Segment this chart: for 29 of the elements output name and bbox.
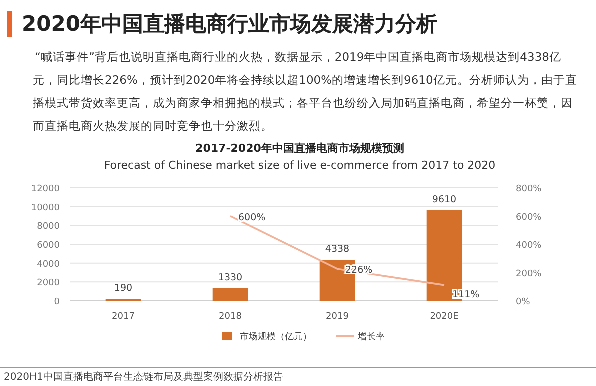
y-tick-label: 4000 bbox=[37, 260, 60, 270]
legend-label: 增长率 bbox=[357, 332, 385, 342]
legend-label: 市场规模（亿元） bbox=[240, 332, 312, 342]
data-label: 1330 bbox=[218, 272, 243, 284]
y2-tick-label: 200% bbox=[516, 269, 542, 280]
chart-title: 2020年中国直播电商行业市场发展潜力分析 bbox=[22, 11, 438, 38]
y2-tick-label: 600% bbox=[516, 212, 542, 223]
data-label: 9610 bbox=[432, 194, 457, 206]
data-label: 600% bbox=[238, 212, 266, 224]
y-tick-label: 12000 bbox=[31, 184, 60, 194]
y2-tick-label: 0% bbox=[516, 298, 531, 308]
y-tick-label: 2000 bbox=[37, 278, 60, 289]
y-tick-label: 10000 bbox=[31, 203, 60, 214]
x-tick-label: 2017 bbox=[112, 312, 135, 322]
data-label: 4338 bbox=[325, 244, 350, 256]
y2-tick-label: 400% bbox=[516, 241, 542, 251]
data-label: 190 bbox=[114, 283, 133, 294]
x-tick-label: 2018 bbox=[219, 312, 242, 322]
x-tick-label: 2020E bbox=[430, 312, 460, 322]
x-tick-label: 2019 bbox=[326, 312, 350, 322]
y-tick-label: 6000 bbox=[37, 241, 60, 251]
text: 2017-2020年中国直播电商市场规模预测 bbox=[196, 142, 404, 155]
text: 2020H1中国直播电商平台生态链布局及典型案例数据分析报告 bbox=[4, 370, 284, 384]
chart-subtitle: “喊话事件”背后也说明直播电商行业的火热，数据显示，2019年中国直播电商市场规模达到4338亿元，同比增长226%，预计到2020年将会持续以超100%的增速增长到9610亿元。分析师认为，由于直播模式带货效率更高，成为商家争相拥抱的模式；各平台也纷纷入局加码直播电商，希望分一杯羹，因而直播电商火热发展的同时竞争也十分激烈。 bbox=[33, 49, 578, 135]
bar bbox=[212, 288, 248, 301]
y2-tick-label: 800% bbox=[516, 184, 542, 194]
text: Forecast of Chinese market size of live e-commerce from 2017 to 2020 bbox=[104, 159, 496, 172]
y-tick-label: 8000 bbox=[37, 222, 60, 232]
y-tick-label: 0 bbox=[54, 298, 60, 308]
